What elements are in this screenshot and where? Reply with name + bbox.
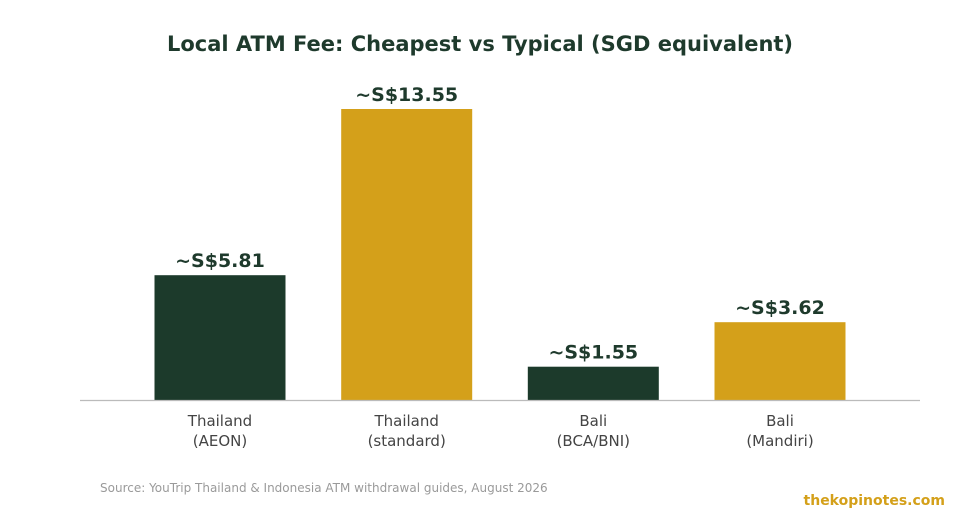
bar-1 bbox=[341, 109, 473, 400]
x-tick-labels-group: Thailand (AEON) Thailand (standard) Bali (BCA… bbox=[187, 412, 814, 450]
bar-2 bbox=[527, 366, 659, 400]
x-tick-label-3: Bali (Mandiri) bbox=[746, 412, 813, 450]
x-tick-label-2: Bali (BCA/BNI) bbox=[557, 412, 630, 450]
x-tick-label-0: Thailand (AEON) bbox=[187, 412, 252, 450]
bars-group bbox=[154, 109, 846, 400]
value-label-2: ~S$1.55 bbox=[548, 342, 638, 364]
value-label-3: ~S$3.62 bbox=[735, 297, 825, 319]
chart-title: Local ATM Fee: Cheapest vs Typical (SGD … bbox=[167, 32, 793, 56]
x-tick-label-1: Thailand (standard) bbox=[368, 412, 446, 450]
brand-watermark: thekopinotes.com bbox=[804, 493, 945, 509]
value-label-0: ~S$5.81 bbox=[175, 250, 265, 272]
source-note: Source: YouTrip Thailand & Indonesia ATM… bbox=[100, 481, 548, 495]
value-labels-group: ~S$5.81 ~S$13.55 ~S$1.55 ~S$3.62 bbox=[175, 84, 825, 364]
bar-3 bbox=[714, 322, 846, 400]
value-label-1: ~S$13.55 bbox=[355, 84, 458, 106]
bar-0 bbox=[154, 275, 286, 400]
